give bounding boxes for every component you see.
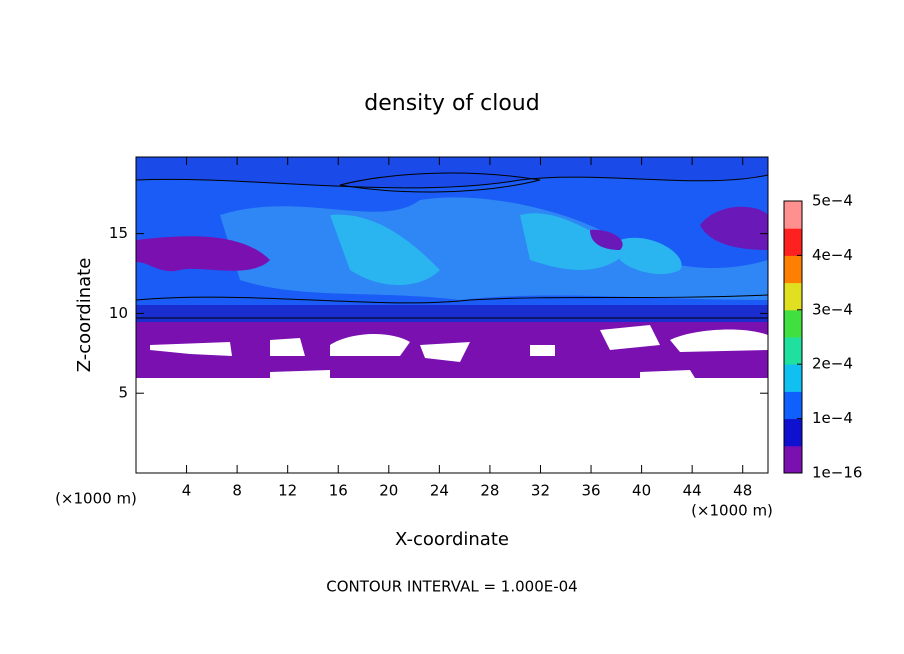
colorbar-tick-label: 5e−4: [812, 192, 853, 210]
chart-title: density of cloud: [364, 91, 539, 116]
colorbar-tick-label: 1e−4: [812, 409, 853, 427]
field: [136, 157, 768, 473]
colorbar-swatch: [784, 337, 802, 365]
contour-line: [136, 294, 768, 304]
x-unit: (×1000 m): [691, 502, 773, 520]
contour-line: [339, 172, 541, 193]
y-unit: (×1000 m): [55, 490, 137, 508]
y-tick-label: 15: [109, 224, 128, 242]
x-tick-label: 32: [531, 482, 550, 500]
plot-frame: [135, 156, 769, 474]
x-tick-label: 24: [430, 482, 449, 500]
y-tick-label: 5: [118, 384, 128, 402]
field-region: [136, 378, 768, 473]
colorbar-frame: [783, 200, 803, 474]
field-region: [136, 305, 768, 325]
contour-line: [136, 174, 768, 189]
x-tick-label: 28: [480, 482, 499, 500]
x-tick-label: 40: [632, 482, 651, 500]
field-region: [330, 213, 682, 285]
y-axis-label: Z-coordinate: [74, 258, 95, 373]
colorbar-tick-label: 3e−4: [812, 300, 853, 318]
field-region: [136, 157, 768, 188]
field-region: [590, 206, 768, 250]
x-tick-label: 16: [329, 482, 348, 500]
field-region: [136, 236, 270, 272]
x-tick-label: 4: [182, 482, 192, 500]
y-tick-label: 10: [109, 304, 128, 322]
x-tick-label: 48: [733, 482, 752, 500]
colorbar-swatch: [784, 364, 802, 392]
colorbar-swatch: [784, 255, 802, 284]
colorbar-swatch: [784, 201, 802, 229]
colorbar-tick-label: 1e−16: [812, 464, 862, 482]
x-axis-label: X-coordinate: [395, 529, 509, 550]
colorbar-tick-label: 2e−4: [812, 355, 853, 373]
colorbar-swatch: [784, 282, 802, 311]
colorbar-swatch: [784, 309, 802, 338]
footnote: CONTOUR INTERVAL = 1.000E-04: [326, 578, 577, 596]
x-tick-label: 12: [278, 482, 297, 500]
x-tick-label: 8: [232, 482, 242, 500]
field-region: [150, 325, 768, 378]
colorbar-swatch: [784, 228, 802, 256]
colorbar-swatch: [784, 445, 802, 474]
x-tick-label: 44: [683, 482, 702, 500]
x-tick-label: 36: [581, 482, 600, 500]
colorbar-tick-label: 4e−4: [812, 246, 853, 264]
colorbar-swatch: [784, 418, 802, 447]
colorbar-swatch: [784, 391, 802, 420]
x-tick-label: 20: [379, 482, 398, 500]
